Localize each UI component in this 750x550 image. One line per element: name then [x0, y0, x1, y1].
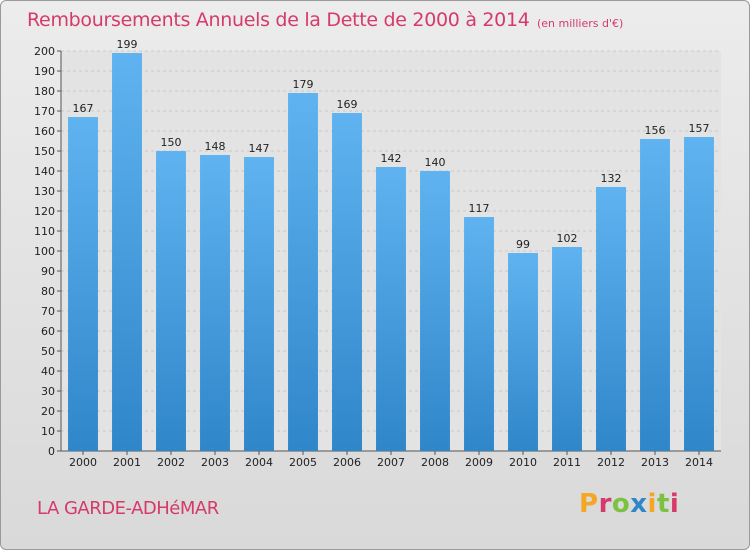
- logo-letter: o: [611, 489, 631, 519]
- logo-letter: t: [656, 489, 670, 519]
- value-label: 148: [205, 140, 226, 153]
- x-tick-label: 2000: [69, 456, 97, 469]
- bar: [332, 113, 362, 451]
- value-label: 179: [293, 78, 314, 91]
- y-tick-label: 190: [34, 65, 55, 78]
- y-tick-label: 60: [41, 325, 55, 338]
- y-tick-label: 130: [34, 185, 55, 198]
- value-label: 167: [73, 102, 94, 115]
- x-tick-label: 2011: [553, 456, 581, 469]
- y-tick-labels: 0 10 20 30 40 50 60 70 80 90 100 110 120 130 140 150 160…: [34, 45, 55, 458]
- bar: [68, 117, 98, 451]
- y-tick-label: 110: [34, 225, 55, 238]
- logo-letter: r: [598, 489, 612, 519]
- bar: [376, 167, 406, 451]
- value-label: 169: [337, 98, 358, 111]
- x-tick-label: 2001: [113, 456, 141, 469]
- y-tick-label: 0: [48, 445, 55, 458]
- bar: [464, 217, 494, 451]
- bar: [244, 157, 274, 451]
- x-tick-label: 2009: [465, 456, 493, 469]
- x-tick-label: 2005: [289, 456, 317, 469]
- logo-letter: x: [630, 489, 648, 519]
- value-label: 199: [117, 38, 138, 51]
- x-tick-label: 2003: [201, 456, 229, 469]
- y-tick-label: 160: [34, 125, 55, 138]
- y-tick-label: 150: [34, 145, 55, 158]
- y-tick-label: 50: [41, 345, 55, 358]
- bar: [288, 93, 318, 451]
- bar: [112, 53, 142, 451]
- proxiti-logo: Proxiti: [579, 489, 679, 519]
- value-label: 117: [469, 202, 490, 215]
- value-label: 102: [557, 232, 578, 245]
- value-label: 150: [161, 136, 182, 149]
- chart-title: Remboursements Annuels de la Dette de 20…: [27, 9, 530, 31]
- value-label: 147: [249, 142, 270, 155]
- y-tick-label: 10: [41, 425, 55, 438]
- y-tick-label: 90: [41, 265, 55, 278]
- y-tick-label: 70: [41, 305, 55, 318]
- bar: [156, 151, 186, 451]
- x-tick-label: 2002: [157, 456, 185, 469]
- y-tick-label: 170: [34, 105, 55, 118]
- value-labels: 167 199 150 148 147 179 169 142 140 117 99 102 132 15…: [73, 38, 710, 251]
- y-tick-label: 30: [41, 385, 55, 398]
- x-tick-label: 2007: [377, 456, 405, 469]
- y-tick-label: 140: [34, 165, 55, 178]
- x-tick-labels: 2000 2001 2002 2003 2004 2005 2006 2007 2008 2009…: [69, 456, 713, 469]
- y-tick-label: 80: [41, 285, 55, 298]
- value-label: 132: [601, 172, 622, 185]
- bar: [684, 137, 714, 451]
- y-tick-label: 180: [34, 85, 55, 98]
- x-tick-label: 2013: [641, 456, 669, 469]
- value-label: 156: [645, 124, 666, 137]
- y-tick-label: 100: [34, 245, 55, 258]
- logo-letter: i: [647, 489, 657, 519]
- value-label: 140: [425, 156, 446, 169]
- y-tick-label: 200: [34, 45, 55, 58]
- x-tick-label: 2006: [333, 456, 361, 469]
- value-label: 142: [381, 152, 402, 165]
- bar: [552, 247, 582, 451]
- y-tick-label: 40: [41, 365, 55, 378]
- x-tick-label: 2008: [421, 456, 449, 469]
- y-tick-label: 20: [41, 405, 55, 418]
- x-tick-label: 2014: [685, 456, 713, 469]
- commune-name: LA GARDE-ADHéMAR: [37, 498, 219, 519]
- bar: [200, 155, 230, 451]
- y-tick-label: 120: [34, 205, 55, 218]
- chart-unit: (en milliers d'€): [537, 17, 624, 30]
- value-label: 157: [689, 122, 710, 135]
- bar: [640, 139, 670, 451]
- logo-letter: P: [579, 489, 599, 519]
- x-tick-label: 2010: [509, 456, 537, 469]
- bars: [68, 53, 714, 451]
- value-label: 99: [516, 238, 530, 251]
- x-tick-label: 2004: [245, 456, 273, 469]
- bar: [596, 187, 626, 451]
- bar: [420, 171, 450, 451]
- x-tick-label: 2012: [597, 456, 625, 469]
- bar: [508, 253, 538, 451]
- logo-letter: i: [669, 489, 680, 519]
